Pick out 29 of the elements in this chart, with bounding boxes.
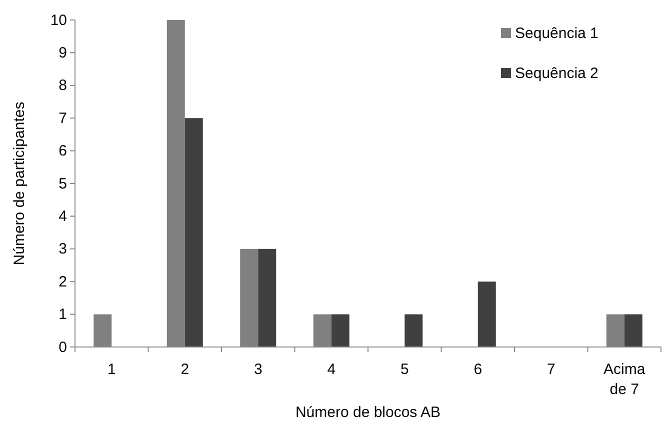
y-tick-label: 8 xyxy=(58,77,67,94)
y-tick-label: 5 xyxy=(58,175,67,192)
legend-label: Sequência 2 xyxy=(515,65,598,82)
y-tick-label: 2 xyxy=(58,273,67,290)
y-tick-label: 10 xyxy=(50,12,67,29)
y-tick-label: 9 xyxy=(58,44,67,62)
x-tick-label: 2 xyxy=(180,361,190,378)
x-tick-label: 3 xyxy=(254,361,262,378)
x-tick-label: 4 xyxy=(327,361,336,378)
y-tick-label: 1 xyxy=(58,306,67,324)
x-tick-label: 7 xyxy=(546,361,556,378)
bar xyxy=(184,118,203,347)
bar xyxy=(258,248,276,347)
legend-label: Sequência 1 xyxy=(515,25,598,42)
y-axis-title: Número de participantes xyxy=(11,102,28,266)
x-tick-label: 6 xyxy=(474,361,482,378)
bar xyxy=(624,314,642,347)
x-tick-label: Acima de 7 xyxy=(604,361,646,398)
y-tick-label: 4 xyxy=(58,208,67,225)
bar xyxy=(404,314,423,347)
y-tick-label: 0 xyxy=(58,338,67,356)
x-tick-label: 5 xyxy=(400,361,409,378)
y-tick-label: 6 xyxy=(58,142,67,160)
y-tick-label: 3 xyxy=(58,240,67,258)
y-tick-label: 7 xyxy=(58,110,67,127)
x-axis-title: Número de blocos AB xyxy=(295,404,441,421)
x-tick-label: 1 xyxy=(107,361,116,378)
bar xyxy=(331,314,350,347)
bar xyxy=(478,282,496,347)
